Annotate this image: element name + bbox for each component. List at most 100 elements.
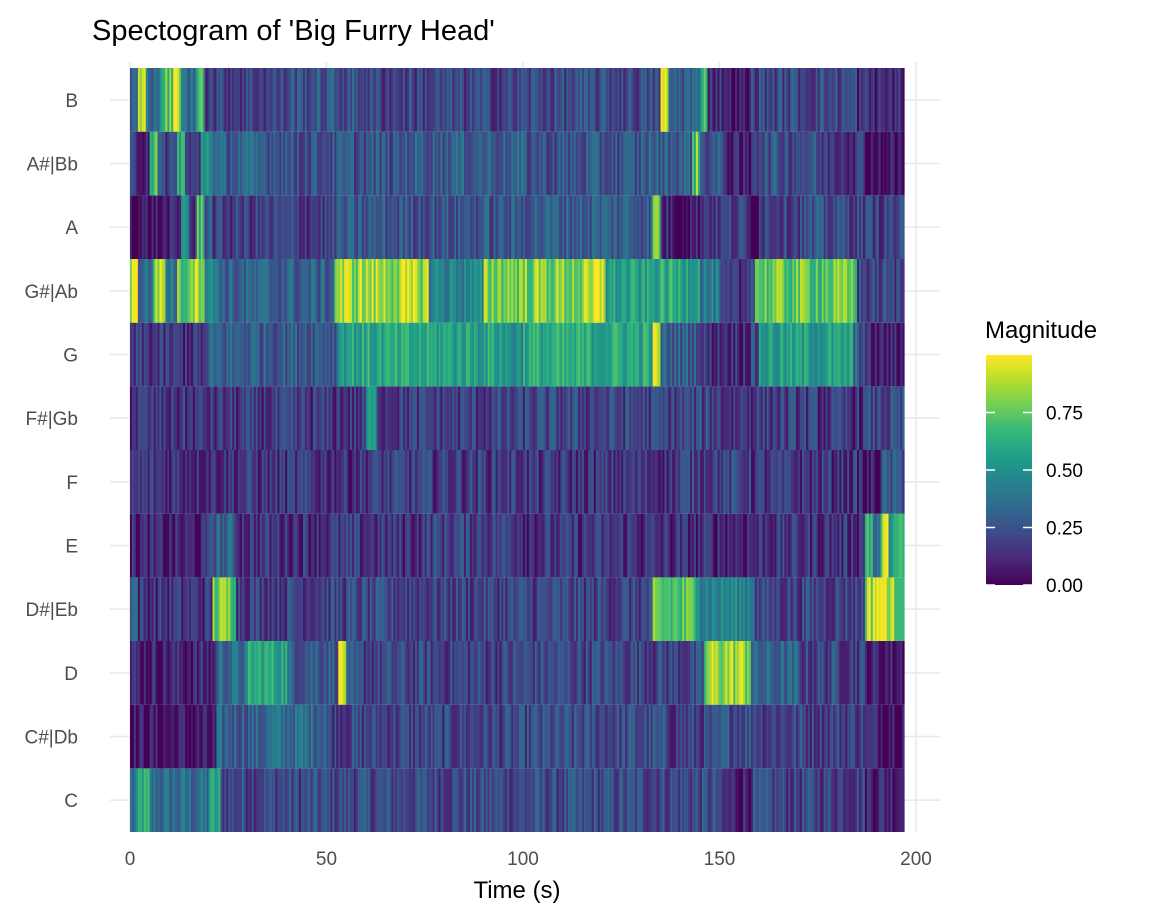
heatmap-cell (735, 768, 738, 832)
heatmap-cell (381, 450, 384, 514)
heatmap-cell (776, 68, 779, 132)
heatmap-cell (556, 386, 559, 450)
heatmap-cell (242, 195, 245, 259)
heatmap-cell (375, 704, 378, 769)
heatmap-cell (827, 641, 830, 705)
heatmap-cell (336, 195, 339, 259)
heatmap-cell (218, 68, 221, 132)
heatmap-cell (886, 386, 889, 450)
heatmap-cell (821, 513, 825, 578)
heatmap-cell (855, 68, 858, 132)
heatmap-cell (703, 68, 707, 132)
heatmap-cell (196, 768, 200, 832)
heatmap-cell (436, 450, 439, 514)
heatmap-cell (165, 768, 168, 832)
heatmap-cell (855, 259, 858, 323)
heatmap-cell (151, 768, 154, 832)
heatmap-cell (210, 768, 213, 832)
heatmap-cell (310, 577, 314, 641)
heatmap-cell (265, 386, 268, 450)
heatmap-cell (456, 768, 459, 832)
heatmap-cell (450, 513, 453, 578)
heatmap-cell (564, 641, 567, 705)
heatmap-cell (460, 768, 463, 832)
heatmap-cell (798, 641, 801, 705)
heatmap-cell (605, 577, 608, 641)
heatmap-cell (682, 131, 685, 196)
heatmap-cell (542, 386, 546, 450)
heatmap-cell (302, 131, 306, 196)
heatmap-cell (359, 322, 363, 387)
heatmap-cell (218, 450, 221, 514)
heatmap-cell (760, 68, 764, 132)
heatmap-cell (892, 577, 895, 641)
heatmap-cell (354, 450, 357, 514)
heatmap-cell (230, 704, 233, 769)
heatmap-cell (538, 131, 542, 196)
heatmap-cell (587, 68, 591, 132)
heatmap-cell (678, 513, 681, 578)
heatmap-cell (849, 131, 852, 196)
heatmap-cell (354, 704, 357, 769)
heatmap-cell (902, 450, 905, 514)
heatmap-cell (361, 195, 365, 259)
heatmap-cell (829, 68, 832, 132)
heatmap-cell (485, 195, 489, 259)
heatmap-cell (179, 68, 182, 132)
heatmap-cell (218, 259, 221, 323)
heatmap-cell (432, 768, 435, 832)
heatmap-cell (493, 577, 496, 641)
heatmap-cell (186, 195, 190, 259)
heatmap-cell (581, 577, 585, 641)
heatmap-cell (601, 641, 604, 705)
heatmap-cell (377, 704, 380, 769)
heatmap-cell (462, 259, 465, 323)
heatmap-cell (611, 131, 614, 196)
heatmap-cell (743, 386, 746, 450)
heatmap-cell (574, 513, 577, 578)
heatmap-cell (876, 195, 880, 259)
heatmap-cell (377, 322, 380, 387)
heatmap-cell (591, 513, 595, 578)
heatmap-cell (342, 131, 345, 196)
heatmap-cell (302, 577, 306, 641)
heatmap-cell (564, 259, 567, 323)
heatmap-cell (157, 704, 160, 769)
heatmap-cell (701, 131, 705, 196)
heatmap-cell (827, 577, 830, 641)
heatmap-cell (611, 259, 614, 323)
heatmap-cell (330, 322, 333, 387)
heatmap-cell (466, 513, 469, 578)
heatmap-cell (748, 195, 752, 259)
heatmap-cell (636, 386, 640, 450)
heatmap-cell (731, 131, 734, 196)
heatmap-cell (212, 641, 215, 705)
heatmap-cell (411, 704, 414, 769)
heatmap-cell (711, 322, 715, 387)
heatmap-cell (851, 68, 854, 132)
heatmap-cell (420, 322, 424, 387)
heatmap-cell (636, 768, 640, 832)
heatmap-cell (703, 641, 707, 705)
heatmap-cell (733, 641, 736, 705)
heatmap-cell (169, 577, 172, 641)
heatmap-cell (538, 68, 542, 132)
heatmap-cell (314, 641, 318, 705)
heatmap-cell (234, 513, 237, 578)
heatmap-cell (412, 195, 416, 259)
heatmap-cell (462, 577, 465, 641)
heatmap-cell (605, 450, 608, 514)
heatmap-cell (224, 768, 227, 832)
heatmap-cell (841, 322, 844, 387)
heatmap-cell (674, 513, 677, 578)
heatmap-cell (805, 768, 809, 832)
heatmap-cell (314, 577, 318, 641)
heatmap-cell (300, 768, 304, 832)
heatmap-cell (181, 386, 184, 450)
heatmap-cell (845, 195, 848, 259)
heatmap-cell (902, 513, 905, 578)
heatmap-cell (866, 195, 870, 259)
heatmap-cell (627, 386, 630, 450)
heatmap-cell (302, 641, 306, 705)
heatmap-cell (336, 577, 339, 641)
